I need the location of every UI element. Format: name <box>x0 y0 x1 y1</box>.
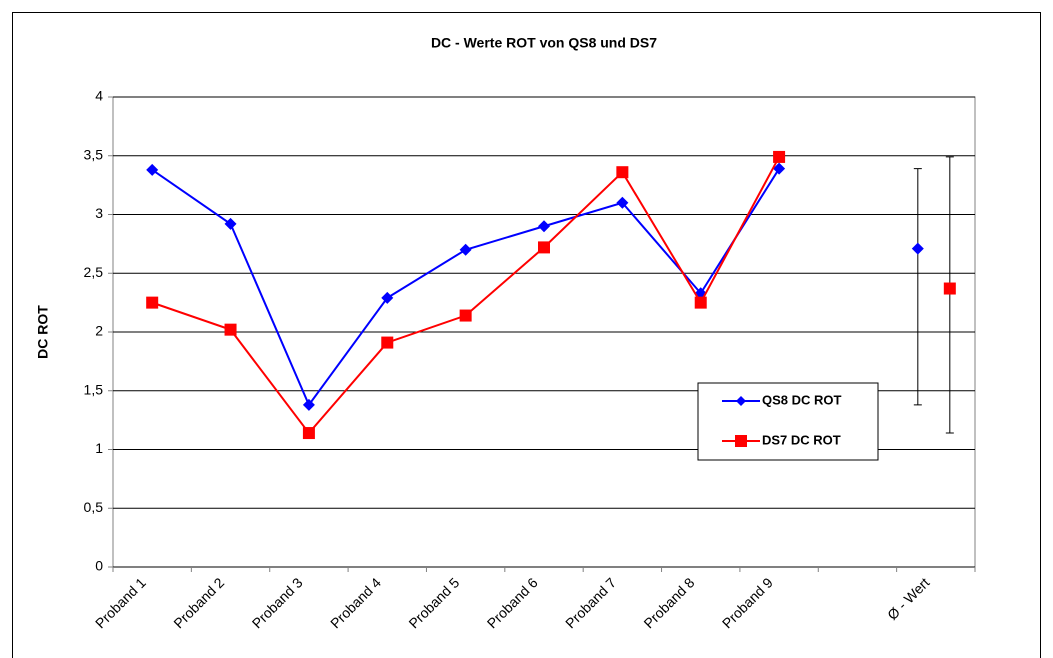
y-tick-label: 0,5 <box>84 499 104 515</box>
y-tick-label: 1 <box>95 440 103 456</box>
y-tick-label: 1,5 <box>84 381 104 397</box>
data-point <box>381 291 394 304</box>
data-point <box>381 336 394 349</box>
data-point <box>538 220 550 233</box>
data-point <box>302 427 315 440</box>
data-point <box>911 242 924 255</box>
y-tick-label: 2 <box>95 323 103 339</box>
data-point <box>538 241 550 254</box>
data-point <box>694 296 707 309</box>
data-point <box>146 296 159 309</box>
y-tick-label: 3 <box>95 205 103 221</box>
legend-box <box>697 382 879 461</box>
y-tick-label: 3,5 <box>84 146 104 162</box>
y-tick-label: 2,5 <box>84 264 104 280</box>
y-tick-label: 0 <box>95 558 103 574</box>
data-point <box>943 282 956 295</box>
data-point <box>224 217 237 230</box>
legend-label: DS7 DC ROT <box>762 432 841 447</box>
data-point <box>616 196 629 209</box>
chart-frame <box>12 12 1041 658</box>
y-axis-label: DC ROT <box>35 305 51 359</box>
legend-label: QS8 DC ROT <box>762 392 842 407</box>
error-bar <box>913 168 922 406</box>
legend-marker <box>735 435 747 447</box>
data-point <box>459 243 472 256</box>
data-point <box>224 323 237 336</box>
y-tick-label: 4 <box>95 88 103 104</box>
error-bar <box>945 156 954 434</box>
data-point <box>773 162 786 175</box>
data-point <box>459 309 472 322</box>
data-point <box>146 163 159 176</box>
chart-title: DC - Werte ROT von QS8 und DS7 <box>431 35 657 51</box>
data-point <box>616 166 629 179</box>
legend-marker <box>736 396 746 406</box>
data-point <box>773 150 786 163</box>
data-point <box>302 398 315 411</box>
